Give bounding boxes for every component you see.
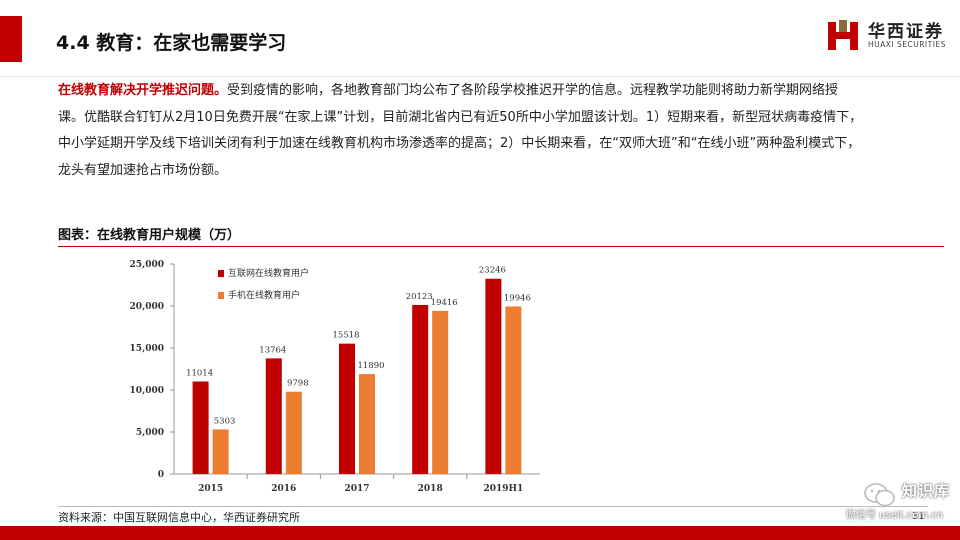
- page-number: 31: [912, 511, 925, 522]
- source-note: 资料来源：中国互联网信息中心，华西证券研究所: [58, 511, 300, 524]
- legend-label: 手机在线教育用户: [228, 289, 300, 301]
- y-tick-label: 10,000: [130, 386, 164, 396]
- footer-divider: [58, 506, 928, 507]
- body-paragraph: 在线教育解决开学推迟问题。受到疫情的影响，各地教育部门均公布了各阶段学校推迟开学…: [58, 78, 864, 184]
- x-tick-label: 2017: [344, 484, 369, 494]
- bar-mobile: [432, 310, 449, 474]
- y-tick-label: 20,000: [130, 302, 164, 312]
- legend-swatch: [218, 270, 224, 277]
- wechat-icon: [864, 483, 895, 507]
- bar-mobile: [212, 429, 229, 474]
- bar-internet: [192, 381, 209, 474]
- header-accent-bar: [0, 16, 22, 62]
- data-label: 11014: [186, 368, 213, 378]
- logo-chinese-name: 华西证券: [868, 22, 944, 42]
- y-tick-label: 0: [158, 470, 164, 480]
- bottom-accent-bar: [0, 526, 960, 540]
- y-tick-label: 5,000: [136, 428, 164, 438]
- page-title: 4.4 教育：在家也需要学习: [56, 32, 287, 54]
- data-label: 23246: [479, 266, 506, 276]
- bar-mobile: [285, 391, 302, 474]
- header-divider: [0, 76, 960, 77]
- watermark: 知识库 微信号 useit.com.cn: [846, 478, 954, 526]
- bar-internet: [339, 343, 355, 474]
- bar-internet: [412, 304, 429, 474]
- watermark-name: 知识库: [902, 482, 951, 500]
- paragraph-highlight: 在线教育解决开学推迟问题。: [58, 83, 228, 98]
- x-tick-label: 2016: [271, 484, 296, 494]
- bar-internet: [265, 358, 282, 474]
- x-tick-label: 2015: [198, 484, 223, 494]
- data-label: 5303: [214, 416, 236, 426]
- company-logo: 华西证券 HUAXI SECURITIES: [822, 16, 952, 60]
- slide-header: 4.4 教育：在家也需要学习 华西证券 HUAXI SECURITIES: [0, 16, 960, 77]
- data-label: 15518: [332, 331, 359, 341]
- chart-title: 图表：在线教育用户规模（万）: [58, 228, 241, 243]
- chart-title-rule: [58, 246, 944, 247]
- watermark-id: 微信号 useit.com.cn: [846, 510, 944, 521]
- bar-internet: [485, 278, 502, 474]
- legend-swatch: [218, 292, 224, 299]
- data-label: 9798: [287, 379, 309, 389]
- bar-mobile: [505, 306, 522, 474]
- data-label: 11890: [357, 361, 384, 371]
- x-tick-label: 2018: [418, 484, 443, 494]
- paragraph-text: 受到疫情的影响，各地教育部门均公布了各阶段学校推迟开学的信息。远程教学功能则将助…: [58, 83, 863, 178]
- legend-label: 互联网在线教育用户: [228, 267, 309, 279]
- y-tick-label: 25,000: [130, 260, 164, 270]
- bar-chart: 0 5,000 10,000 15,000 20,000 25,000 2015 11014 5…: [130, 260, 540, 494]
- data-label: 20123: [406, 292, 433, 302]
- data-label: 13764: [259, 345, 286, 355]
- y-tick-label: 15,000: [130, 344, 164, 354]
- logo-english-name: HUAXI SECURITIES: [868, 40, 946, 49]
- data-label: 19946: [504, 293, 531, 303]
- data-label: 19416: [431, 298, 458, 308]
- huaxi-logo-icon: [828, 20, 858, 50]
- bar-mobile: [359, 374, 375, 474]
- x-tick-label: 2019H1: [483, 484, 523, 494]
